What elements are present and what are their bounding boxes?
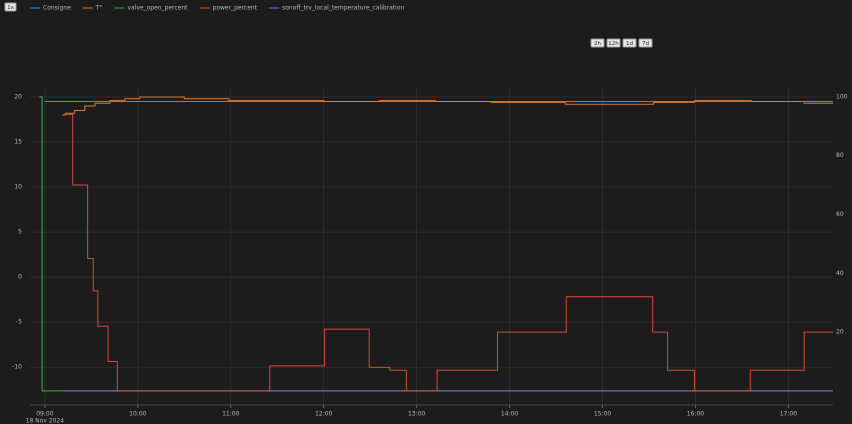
range-button-label: 7d bbox=[642, 41, 649, 47]
toggle-button[interactable]: 1x bbox=[4, 2, 17, 12]
range-button-label: 12h bbox=[608, 41, 619, 47]
x-tick-label: 13:00 bbox=[408, 411, 425, 418]
range-button-box bbox=[638, 38, 653, 48]
y2-tick-label: 20 bbox=[836, 329, 844, 336]
y2-tick-label: 40 bbox=[836, 270, 844, 277]
range-button[interactable]: 12h bbox=[606, 38, 621, 48]
range-button-label: 1d bbox=[626, 41, 633, 47]
range-button[interactable]: 1d bbox=[622, 38, 637, 48]
y-tick-label: 15 bbox=[14, 139, 22, 146]
x-date-label: 18 Nov 2024 bbox=[26, 418, 65, 424]
series-line bbox=[62, 113, 833, 392]
legend-label: Consigne bbox=[43, 5, 71, 12]
x-tick-label: 12:00 bbox=[315, 411, 332, 418]
range-button[interactable]: 2h bbox=[590, 38, 605, 48]
x-tick-label: 17:00 bbox=[780, 411, 797, 418]
range-button-label: 2h bbox=[594, 41, 601, 47]
y2-tick-label: 100 bbox=[836, 93, 848, 100]
x-tick-label: 14:00 bbox=[501, 411, 518, 418]
y-tick-label: 10 bbox=[14, 184, 22, 191]
toggle-label: 1x bbox=[7, 5, 14, 11]
y-tick-label: -5 bbox=[16, 319, 22, 326]
range-button[interactable]: 7d bbox=[638, 38, 653, 48]
x-tick-label: 09:00 bbox=[36, 411, 53, 418]
x-tick-label: 16:00 bbox=[687, 411, 704, 418]
x-tick-label: 15:00 bbox=[594, 411, 611, 418]
x-tick-label: 11:00 bbox=[222, 411, 239, 418]
range-button-box bbox=[590, 38, 605, 48]
series-line bbox=[39, 96, 833, 392]
x-tick-label: 10:00 bbox=[129, 411, 146, 418]
range-button-box bbox=[606, 38, 621, 48]
legend-label: sonoff_trv_local_temperature_calibration bbox=[282, 5, 404, 12]
series-line bbox=[62, 96, 833, 116]
y-tick-label: 20 bbox=[14, 94, 22, 101]
legend-label: power_percent bbox=[213, 5, 258, 12]
legend-label: valve_open_percent bbox=[127, 5, 188, 12]
y2-tick-label: 80 bbox=[836, 152, 844, 159]
range-button-box bbox=[622, 38, 637, 48]
y-tick-label: 0 bbox=[18, 274, 22, 281]
legend-label: T° bbox=[95, 5, 103, 12]
y2-tick-label: 60 bbox=[836, 211, 844, 218]
y-tick-label: -10 bbox=[12, 364, 22, 371]
y-tick-label: 5 bbox=[18, 229, 22, 236]
